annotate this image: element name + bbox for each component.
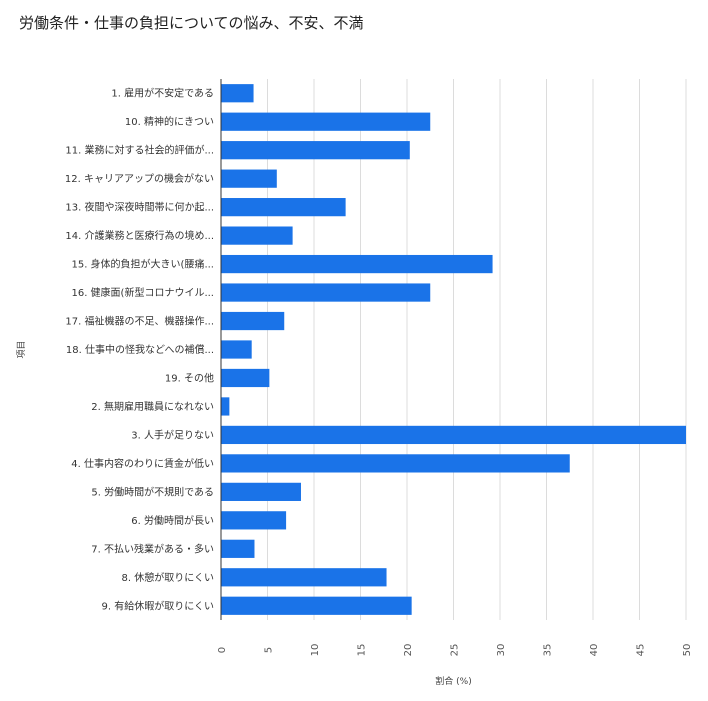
category-labels: 1. 雇用が不安定である 10. 精神的にきつい 11. 業務に対する社会的評価が.… [65,87,214,613]
category-label: 17. 福祉機器の不足、機器操作... [65,315,214,328]
x-tick-label: 25 [450,644,461,657]
bar [221,84,254,103]
category-label: 15. 身体的負担が大きい(腰痛... [71,258,214,271]
x-axis-title: 割合 (%) [435,675,471,687]
bar [221,340,252,359]
category-label: 6. 労働時間が長い [131,514,214,527]
bar [221,511,287,530]
category-label: 4. 仕事内容のわりに賃金が低い [71,457,214,470]
bar [221,397,230,416]
bar [221,568,387,587]
bar [221,596,412,615]
bars [221,84,686,615]
category-label: 16. 健康面(新型コロナウイル... [71,286,214,299]
chart-title: 労働条件・仕事の負担についての悩み、不安、不満 [19,14,364,32]
x-tick-label: 20 [403,644,414,657]
x-tick-label: 15 [357,644,368,657]
category-label: 14. 介護業務と医療行為の境め... [65,229,214,242]
bar [221,198,346,217]
category-label: 10. 精神的にきつい [125,115,214,128]
bar [221,112,431,131]
bar [221,425,686,445]
bar [221,482,301,501]
category-label: 1. 雇用が不安定である [111,87,214,100]
bar [221,311,285,331]
bar [221,539,255,558]
x-tick-labels: 0 5 10 15 20 25 30 35 40 45 50 [217,644,693,657]
category-label: 12. キャリアアップの機会がない [65,172,214,185]
category-label: 3. 人手が足りない [131,428,214,441]
category-label: 13. 夜間や深夜時間帯に何か起... [65,201,214,214]
category-label: 5. 労働時間が不規則である [91,485,214,498]
bar [221,141,410,160]
category-label: 8. 休憩が取りにくい [121,571,214,584]
x-tick-label: 30 [496,644,507,657]
gridlines [267,79,687,620]
category-label: 2. 無期雇用職員になれない [91,400,214,413]
bar [221,254,493,274]
bar [221,454,570,473]
category-label: 7. 不払い残業がある・多い [91,542,214,555]
bar [221,368,270,388]
x-tick-label: 10 [310,644,321,657]
category-label: 19. その他 [165,371,214,384]
category-label: 11. 業務に対する社会的評価が... [65,144,214,157]
x-tick-label: 40 [589,644,600,657]
x-tick-label: 5 [264,647,275,653]
category-label: 9. 有給休暇が取りにくい [101,599,214,612]
x-tick-label: 50 [682,644,693,657]
bar [221,169,277,188]
y-axis-title: 項目 [16,340,27,358]
category-label: 18. 仕事中の怪我などへの補償... [66,343,214,356]
bar [221,226,293,245]
x-tick-label: 45 [636,644,647,657]
bar [221,283,431,302]
x-tick-label: 0 [217,647,228,653]
x-tick-label: 35 [543,644,554,657]
